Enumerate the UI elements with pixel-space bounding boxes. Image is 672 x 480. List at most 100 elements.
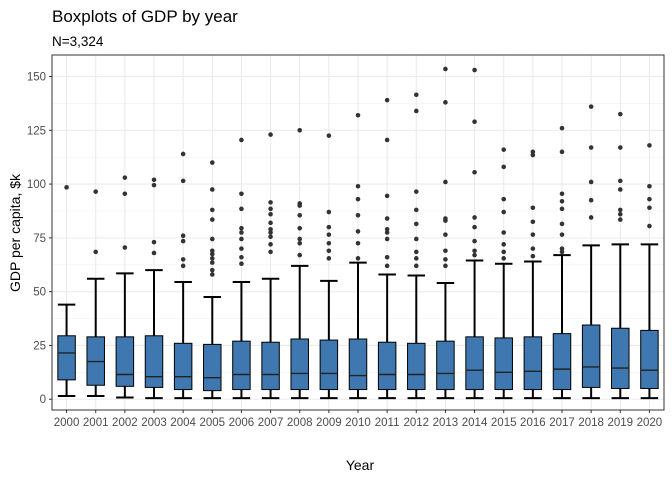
outlier-point (501, 256, 507, 261)
outlier-point (559, 246, 565, 251)
x-tick-label: 2010 (345, 417, 371, 429)
outlier-point (268, 206, 273, 212)
outlier-point (647, 183, 652, 189)
outlier-point (530, 219, 536, 225)
outlier-point (151, 182, 157, 188)
box-2000 (57, 335, 76, 381)
outlier-point (209, 256, 215, 261)
x-tick-label: 2007 (258, 417, 284, 429)
outlier-point (180, 238, 186, 244)
outlier-point (647, 196, 652, 202)
outlier-point (617, 207, 623, 213)
outlier-point (443, 66, 448, 72)
outlier-point (559, 249, 565, 255)
outlier-point (588, 104, 594, 109)
outlier-point (647, 205, 652, 211)
outlier-point (122, 175, 128, 180)
box-2019 (611, 327, 630, 389)
x-tick-label: 2009 (316, 417, 342, 429)
box-2016 (523, 336, 543, 391)
box-2011 (377, 341, 397, 391)
box-2020 (640, 329, 659, 389)
outlier-point (122, 245, 128, 250)
x-tick-label: 2000 (54, 417, 80, 429)
outlier-point (268, 226, 273, 232)
box-2008 (290, 338, 309, 391)
outlier-point (355, 183, 361, 189)
x-tick-label: 2012 (403, 417, 429, 429)
outlier-point (472, 215, 477, 220)
outlier-point (239, 225, 244, 231)
box-2018 (581, 324, 601, 388)
outlier-point (355, 256, 361, 261)
x-tick-label: 2008 (287, 417, 313, 429)
outlier-point (151, 177, 157, 183)
outlier-point (384, 97, 390, 103)
y-tick-label: 75 (33, 233, 46, 245)
y-tick-label: 125 (27, 125, 46, 137)
axis-layer: 0 25 50 75 100 125 150 2000 2001 2002 2003 2004 2005… (27, 72, 662, 429)
outlier-point (239, 137, 244, 143)
outlier-point (209, 236, 215, 242)
outlier-point (297, 236, 303, 242)
outlier-point (617, 217, 623, 222)
outlier-point (384, 263, 390, 269)
outlier-point (355, 240, 361, 246)
y-tick-label: 0 (40, 394, 46, 406)
outlier-point (588, 197, 594, 203)
box-2012 (407, 342, 426, 391)
outlier-point (530, 152, 536, 158)
box-2007 (261, 341, 280, 391)
y-tick-label: 100 (27, 179, 46, 191)
outlier-point (647, 223, 652, 229)
outlier-point (559, 206, 565, 212)
outlier-point (472, 119, 477, 124)
outlier-point (209, 267, 215, 273)
outlier-point (443, 179, 448, 185)
x-tick-label: 2015 (491, 417, 517, 429)
outlier-point (239, 261, 244, 266)
x-tick-label: 2001 (83, 417, 109, 429)
outlier-point (384, 226, 390, 232)
outlier-point (297, 240, 303, 246)
box-2017 (552, 333, 572, 391)
outlier-point (268, 249, 273, 255)
outlier-point (617, 145, 623, 150)
outlier-point (588, 215, 594, 220)
x-tick-label: 2019 (607, 417, 633, 429)
outlier-point (209, 207, 215, 213)
outlier-point (268, 211, 273, 217)
outlier-point (384, 254, 390, 260)
y-tick-label: 150 (27, 72, 46, 84)
outlier-point (122, 191, 128, 197)
outlier-point (239, 236, 244, 242)
outlier-point (326, 224, 332, 230)
outlier-point (501, 209, 507, 215)
outlier-point (209, 251, 215, 257)
outlier-point (617, 178, 623, 184)
outlier-point (93, 189, 99, 194)
outlier-point (326, 248, 332, 254)
outlier-point (268, 200, 273, 205)
outlier-point (588, 179, 594, 185)
outlier-point (384, 236, 390, 242)
outlier-point (530, 246, 536, 251)
chart-subtitle: N=3,324 (52, 34, 104, 49)
outlier-point (64, 185, 69, 190)
outlier-point (501, 164, 507, 170)
x-tick-label: 2020 (637, 417, 663, 429)
outlier-point (472, 224, 477, 230)
outlier-point (209, 272, 215, 277)
outlier-point (384, 137, 390, 143)
outlier-point (326, 133, 332, 138)
outlier-point (326, 240, 332, 246)
outlier-point (443, 232, 448, 237)
box-2004 (173, 342, 193, 391)
outlier-point (530, 149, 536, 155)
box-2005 (203, 343, 222, 392)
box-2010 (348, 338, 368, 391)
outlier-point (209, 260, 215, 265)
outlier-point (209, 160, 215, 165)
outlier-point (647, 143, 652, 148)
